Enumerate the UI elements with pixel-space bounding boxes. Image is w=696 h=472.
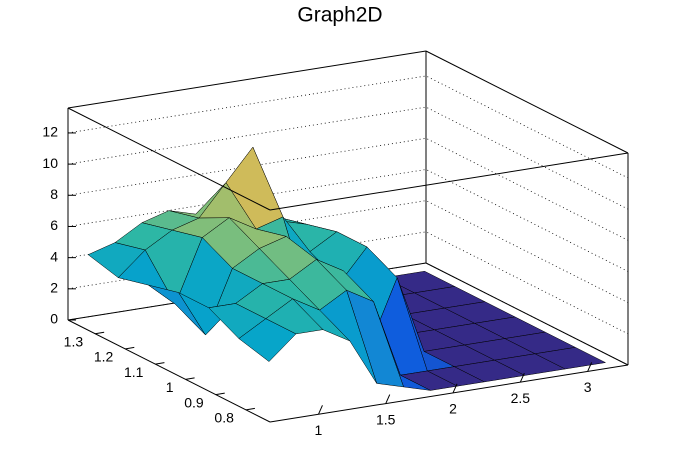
y-tick <box>95 331 105 335</box>
box-edge <box>425 262 629 366</box>
y-tick-label: 1.3 <box>64 333 84 349</box>
box-edge <box>67 107 271 211</box>
z-tick-label: 2 <box>50 280 58 296</box>
box-edge <box>269 152 629 211</box>
y-tick-label: 0.8 <box>214 410 234 426</box>
chart-title: Graph2D <box>297 4 382 27</box>
box-edge <box>425 50 629 154</box>
y-tick <box>185 377 195 380</box>
y-tick <box>245 407 255 411</box>
x-tick-label: 1 <box>315 422 323 438</box>
box-edge <box>67 50 427 109</box>
x-tick <box>452 383 458 394</box>
grid-line <box>67 106 629 210</box>
x-tick <box>519 372 525 383</box>
y-tick <box>215 392 225 396</box>
grid-line <box>67 137 629 241</box>
grid-line <box>67 169 629 272</box>
x-tick-label: 3 <box>584 379 592 395</box>
y-tick <box>125 346 135 350</box>
z-tick-label: 10 <box>42 155 58 171</box>
x-tick-label: 2.5 <box>511 390 531 406</box>
x-tick-label: 1.5 <box>376 411 396 427</box>
z-tick-label: 6 <box>50 217 58 233</box>
surface-cell <box>238 318 297 362</box>
y-tick <box>155 362 165 365</box>
x-tick <box>587 362 593 372</box>
y-tick-label: 1.1 <box>124 364 144 380</box>
z-tick-label: 0 <box>50 311 58 327</box>
x-tick <box>385 394 391 404</box>
y-tick-label: 1.2 <box>94 349 114 365</box>
z-tick-label: 4 <box>50 248 58 264</box>
y-tick-label: 0.9 <box>184 394 204 410</box>
x-tick-label: 2 <box>449 401 457 417</box>
x-tick <box>317 405 323 415</box>
z-tick-label: 8 <box>50 186 58 202</box>
x-axis <box>269 364 629 423</box>
grid-line <box>67 75 629 179</box>
z-tick-label: 12 <box>42 124 58 140</box>
y-tick-label: 1 <box>166 379 174 395</box>
y-axis <box>67 319 271 423</box>
